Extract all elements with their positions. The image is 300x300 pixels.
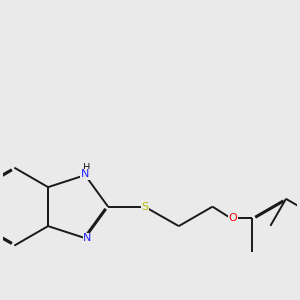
Text: O: O — [228, 213, 237, 223]
Text: N: N — [81, 169, 89, 179]
Text: S: S — [142, 202, 148, 212]
Text: H: H — [83, 163, 90, 173]
Text: N: N — [83, 233, 92, 243]
